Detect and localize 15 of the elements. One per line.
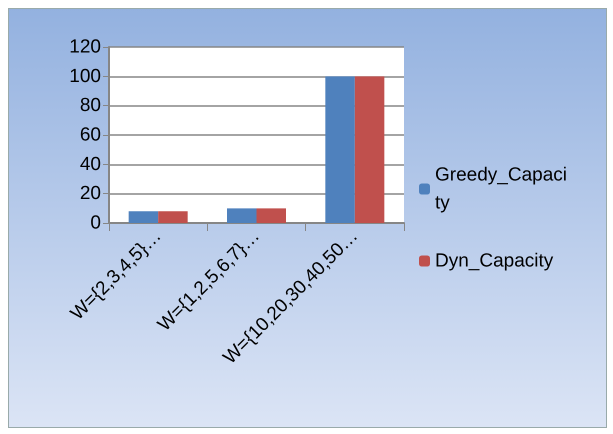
bar <box>325 76 355 223</box>
y-tick-label: 0 <box>90 212 101 234</box>
bar <box>227 208 256 223</box>
y-tick-label: 100 <box>69 66 101 87</box>
y-tick-label: 20 <box>80 183 101 204</box>
bar <box>128 211 158 223</box>
y-tick-label: 120 <box>69 36 101 58</box>
legend-label: Greedy_Capacity <box>435 164 568 214</box>
bar <box>256 208 286 223</box>
bar <box>158 211 188 223</box>
bar <box>354 76 384 223</box>
y-tick-label: 40 <box>80 154 101 175</box>
y-tick-label: 80 <box>80 95 101 116</box>
y-tick-label: 60 <box>80 124 101 146</box>
legend-label: Dyn_Capacity <box>435 250 554 272</box>
